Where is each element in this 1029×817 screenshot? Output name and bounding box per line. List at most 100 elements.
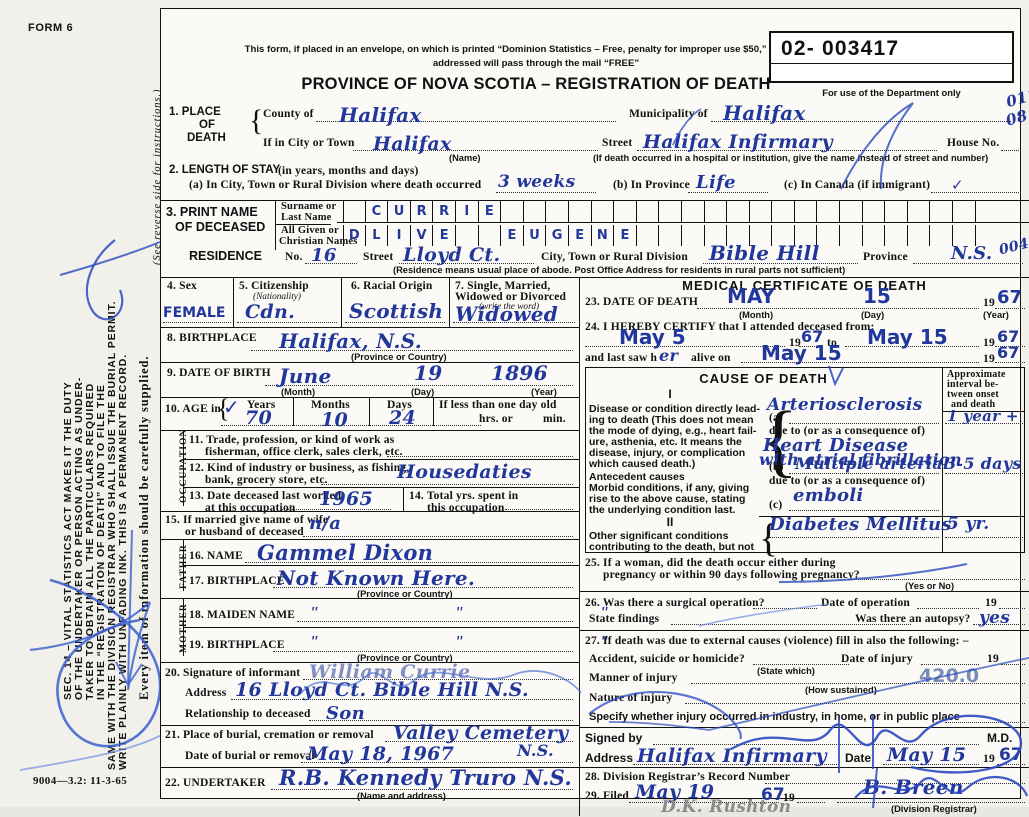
name-cell-19[interactable] — [750, 201, 773, 222]
name-cell-13[interactable] — [614, 201, 637, 222]
place-of-death-label-1: 1. PLACE — [169, 106, 221, 118]
marital-label-3: (write the word) — [479, 302, 540, 312]
name-cell-21[interactable] — [795, 225, 818, 246]
q22-value: R.B. Kennedy Truro N.S. — [279, 765, 572, 790]
name-cell-9[interactable]: U — [524, 225, 547, 246]
part2-rule — [769, 537, 939, 538]
q17-note: (Province or Country) — [357, 589, 453, 599]
stay-province-label: (b) In Province — [613, 179, 690, 191]
marital-rule — [453, 322, 575, 323]
stay-canada-value: ✓ — [951, 176, 964, 194]
name-cell-24[interactable] — [863, 225, 886, 246]
birthplace-rule — [251, 350, 573, 351]
q21-label: 21. Place of burial, cremation or remova… — [165, 729, 374, 741]
burial-date-value: May 18, 1967 — [307, 743, 455, 765]
name-cell-11[interactable]: E — [569, 225, 592, 246]
name-cell-27[interactable] — [930, 201, 954, 222]
name-cell-10[interactable] — [546, 201, 569, 222]
doctor-address-value: Halifax Infirmary — [637, 745, 827, 767]
name-cell-14[interactable] — [637, 225, 660, 246]
q24-alive-label: alive on — [691, 352, 731, 364]
q26-autopsy-rule — [973, 624, 1025, 625]
divider-after-personal-row — [161, 327, 579, 328]
q24-to-value: May 15 — [867, 325, 948, 349]
name-cell-18[interactable] — [727, 201, 750, 222]
name-cell-17[interactable] — [705, 201, 728, 222]
name-cell-10[interactable]: G — [546, 225, 569, 246]
q24-label: 24. I HEREBY CERTIFY that I attended dec… — [585, 321, 875, 333]
name-cell-letter: E — [484, 203, 494, 219]
name-cell-7[interactable]: E — [479, 201, 502, 222]
name-cell-26[interactable] — [908, 201, 931, 222]
name-cell-1[interactable]: D — [343, 225, 366, 246]
part1-desc-4: ure, asthenia, etc. It means the — [589, 436, 742, 448]
stay-city-rule — [496, 192, 596, 193]
name-cell-3[interactable]: U — [388, 201, 411, 222]
name-cell-12[interactable]: N — [592, 225, 615, 246]
name-cell-13[interactable]: E — [614, 225, 637, 246]
name-cell-2[interactable]: C — [366, 201, 389, 222]
name-cell-3[interactable]: I — [388, 225, 411, 246]
name-cell-28[interactable] — [953, 225, 976, 246]
name-cell-1[interactable] — [343, 201, 366, 222]
dob-month-note: (Month) — [281, 387, 316, 397]
name-cell-22[interactable] — [817, 201, 841, 222]
name-cell-11[interactable] — [569, 201, 592, 222]
name-cell-5[interactable]: R — [433, 201, 456, 222]
name-cell-22[interactable] — [817, 225, 841, 246]
cause-b-value: Multiple arterial — [795, 454, 950, 473]
name-cell-2[interactable]: L — [366, 225, 389, 246]
name-cell-5[interactable]: E — [433, 225, 456, 246]
name-cell-7[interactable] — [479, 225, 502, 246]
name-cell-letter: E — [620, 227, 630, 243]
name-cell-19[interactable] — [750, 225, 773, 246]
name-cell-21[interactable] — [795, 201, 818, 222]
name-cell-8[interactable] — [501, 201, 524, 222]
street-label: Street — [602, 137, 633, 149]
surname-label-rule — [275, 224, 331, 225]
name-cell-16[interactable] — [682, 201, 705, 222]
name-cell-6[interactable]: I — [456, 201, 479, 222]
name-cell-6[interactable] — [456, 225, 479, 246]
name-cell-18[interactable] — [727, 225, 750, 246]
name-cell-4[interactable]: R — [411, 201, 434, 222]
name-cell-23[interactable] — [840, 225, 863, 246]
name-cell-17[interactable] — [705, 225, 728, 246]
form-number: FORM 6 — [28, 22, 74, 34]
name-cell-24[interactable] — [863, 201, 886, 222]
name-cell-4[interactable]: V — [411, 225, 434, 246]
print-name-label-2: OF DECEASED — [175, 220, 266, 234]
part1-desc-6: which caused death.) — [589, 458, 696, 470]
q27-nature-label: Nature of injury — [589, 692, 673, 704]
name-cell-9[interactable] — [524, 201, 547, 222]
relationship-rule — [309, 720, 573, 721]
q24-alive-value: May 15 — [761, 341, 842, 365]
q14-rule — [505, 509, 573, 510]
name-cell-20[interactable] — [772, 201, 795, 222]
name-cell-27[interactable] — [930, 225, 954, 246]
divider-part1-part2 — [759, 516, 1025, 517]
name-cell-25[interactable] — [885, 225, 908, 246]
name-cell-15[interactable] — [659, 225, 682, 246]
q16-value: Gammel Dixon — [257, 540, 434, 565]
name-cell-14[interactable] — [637, 201, 660, 222]
q15-label-1: 15. If married give name of wife — [165, 514, 329, 526]
q25-label-2: pregnancy or within 90 days following pr… — [603, 569, 860, 581]
q15-label-2: or husband of deceased — [185, 526, 304, 538]
name-cell-15[interactable] — [659, 201, 682, 222]
name-cell-26[interactable] — [908, 225, 931, 246]
name-cell-28[interactable] — [953, 201, 976, 222]
name-cell-12[interactable] — [592, 201, 615, 222]
name-cell-25[interactable] — [885, 201, 908, 222]
name-cell-20[interactable] — [772, 225, 795, 246]
name-cell-letter: E — [507, 227, 517, 243]
q29-label: 29. Filed — [585, 790, 629, 802]
name-cell-23[interactable] — [840, 201, 863, 222]
part2-numeral: II — [666, 515, 674, 529]
name-cell-8[interactable]: E — [501, 225, 524, 246]
dob-day-value: 19 — [414, 361, 443, 385]
name-cell-16[interactable] — [682, 225, 705, 246]
cause-b-interval-rule — [945, 473, 1023, 474]
